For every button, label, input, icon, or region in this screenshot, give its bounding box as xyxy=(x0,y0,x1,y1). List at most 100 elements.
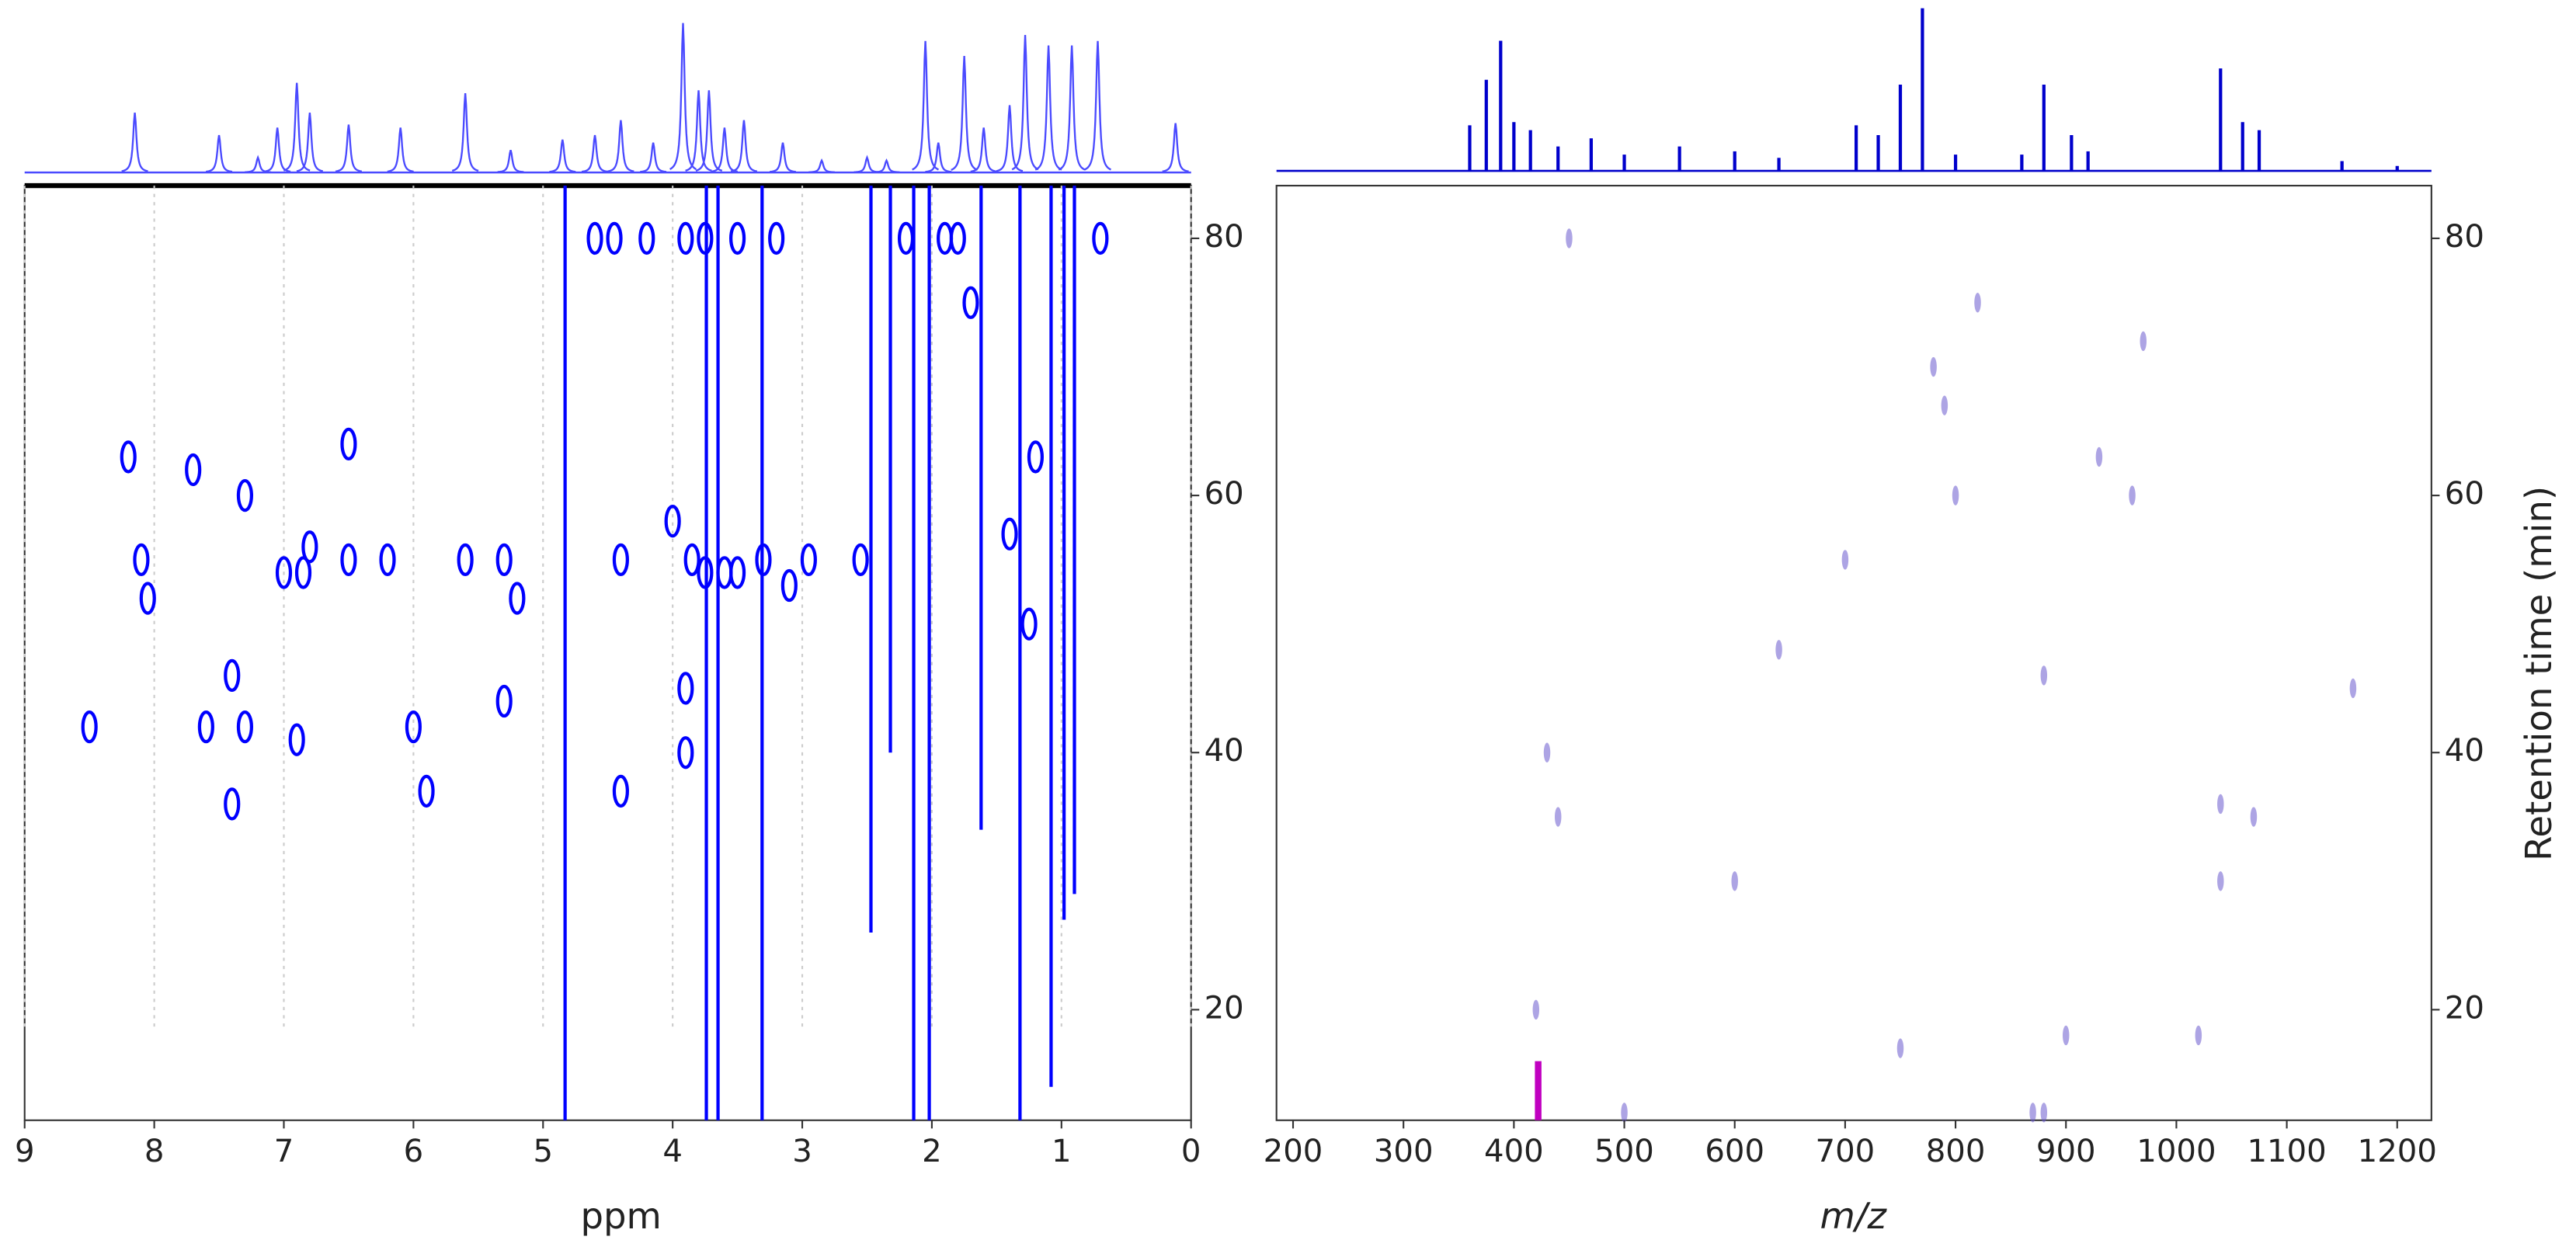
spot xyxy=(729,556,746,589)
x-axis-title: ppm xyxy=(580,1195,661,1237)
spot xyxy=(457,543,474,577)
spectrum-peak xyxy=(730,120,758,172)
spot xyxy=(340,427,357,461)
spot xyxy=(120,440,137,474)
spot xyxy=(2040,665,2048,686)
spot xyxy=(418,774,435,808)
spot xyxy=(1775,640,1782,660)
y-tick-label: 60 xyxy=(2445,476,2484,512)
x-tick-label: 3 xyxy=(792,1134,812,1169)
spectrum-peak xyxy=(808,158,836,173)
x-tick-label: 9 xyxy=(15,1134,35,1169)
spot xyxy=(2029,1103,2036,1123)
spectrum-peak xyxy=(549,139,576,173)
spot xyxy=(729,221,746,255)
spot xyxy=(1001,517,1018,551)
spot xyxy=(683,543,700,577)
spot xyxy=(185,453,202,487)
spectrum-peak xyxy=(1034,45,1062,171)
spot xyxy=(612,774,629,808)
spot xyxy=(236,710,254,744)
spectrum-peak xyxy=(121,113,148,172)
spot xyxy=(755,543,772,577)
spectrum-peak xyxy=(335,124,363,172)
x-tick-label: 200 xyxy=(1264,1134,1323,1169)
spectrum-peak xyxy=(951,55,979,171)
spectrum-peak xyxy=(497,150,524,173)
spot xyxy=(495,543,513,577)
spot xyxy=(405,710,422,744)
spectrum-peak xyxy=(283,82,311,172)
spot xyxy=(2040,1103,2048,1123)
spot xyxy=(1543,742,1551,762)
spectrum-peak xyxy=(205,134,233,173)
spot xyxy=(780,568,798,603)
y-tick-label: 40 xyxy=(1205,733,1244,769)
spot xyxy=(664,505,681,538)
spectrum-peak xyxy=(685,90,712,172)
x-tick-label: 1 xyxy=(1052,1134,1072,1169)
spot xyxy=(800,543,817,577)
spot xyxy=(197,710,214,744)
spot xyxy=(677,672,694,705)
x-tick-label: 5 xyxy=(533,1134,553,1169)
spot xyxy=(340,543,357,577)
spectrum-peak xyxy=(1162,123,1189,172)
spot xyxy=(275,556,293,589)
spot xyxy=(949,221,966,255)
x-tick-label: 2 xyxy=(922,1134,942,1169)
spot xyxy=(1555,807,1562,827)
spot xyxy=(236,478,254,512)
spectrum-peak xyxy=(264,127,291,173)
y-tick-label: 80 xyxy=(2445,219,2484,255)
plot-frame xyxy=(1275,185,2432,1121)
x-tick-label: 900 xyxy=(2036,1134,2096,1169)
x-tick-label: 6 xyxy=(404,1134,424,1169)
spot xyxy=(716,556,733,589)
spot xyxy=(1896,1038,1904,1058)
y-tick-label: 20 xyxy=(2445,990,2484,1026)
spot xyxy=(612,543,629,577)
spectrum-peak xyxy=(669,23,697,170)
spot xyxy=(1566,228,1573,248)
spot xyxy=(133,543,150,577)
spot xyxy=(81,710,98,744)
x-tick-label: 500 xyxy=(1594,1134,1654,1169)
spot xyxy=(697,556,714,589)
spot xyxy=(2063,1025,2070,1046)
spot xyxy=(2349,678,2357,699)
y-tick-label: 60 xyxy=(1205,476,1244,512)
spot xyxy=(677,736,694,769)
y-axis-title: Retention time (min) xyxy=(2518,486,2560,861)
spot xyxy=(606,221,623,255)
spot xyxy=(1731,871,1738,891)
spectrum-peak xyxy=(1084,40,1111,171)
spot xyxy=(1941,395,1949,415)
spot xyxy=(2217,871,2224,891)
spot xyxy=(1020,607,1038,641)
x-tick-label: 8 xyxy=(144,1134,165,1169)
spot xyxy=(2095,446,2103,467)
y-tick-label: 80 xyxy=(1205,219,1244,255)
spot xyxy=(852,543,869,577)
spot xyxy=(586,221,603,255)
spectrum-peak xyxy=(1011,35,1039,171)
spectrum-peak xyxy=(912,40,940,171)
x-tick-label: 7 xyxy=(274,1134,294,1169)
spot xyxy=(2195,1025,2202,1046)
spot xyxy=(2250,807,2258,827)
spot xyxy=(1027,440,1045,474)
x-tick-label: 1200 xyxy=(2358,1134,2437,1169)
spot xyxy=(937,221,954,255)
spot xyxy=(1532,999,1540,1020)
spot xyxy=(379,543,396,577)
x-tick-label: 800 xyxy=(1926,1134,1986,1169)
spectrum-peak xyxy=(853,155,881,173)
spectrum-peak xyxy=(607,120,634,172)
x-axis-title: m/z xyxy=(1820,1195,1888,1237)
x-tick-label: 600 xyxy=(1705,1134,1764,1169)
plot-frame xyxy=(23,185,1192,1121)
spot xyxy=(677,221,694,255)
